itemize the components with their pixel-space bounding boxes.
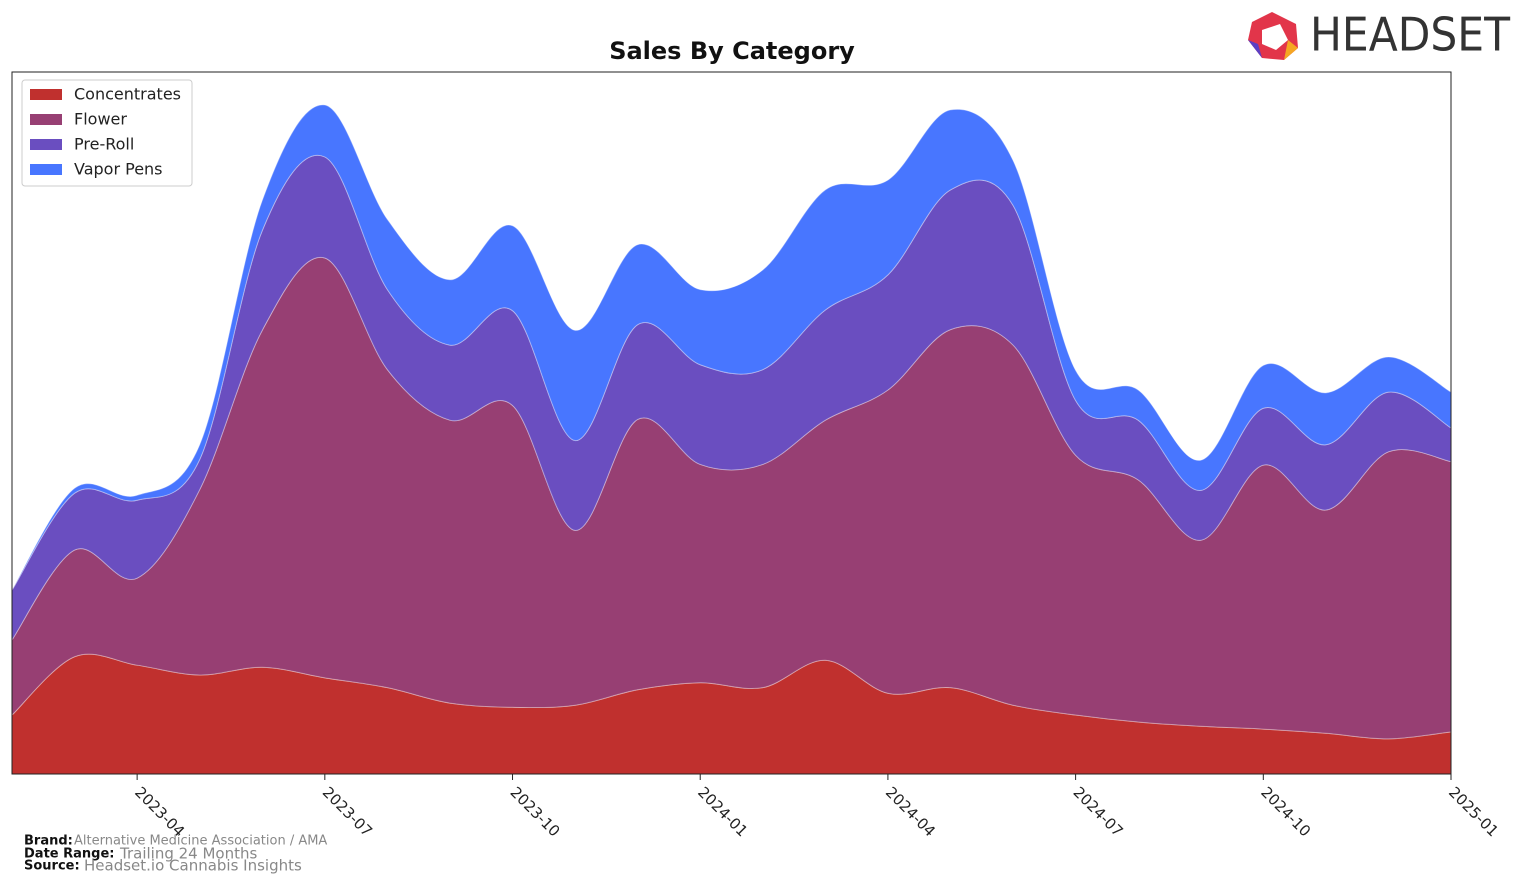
legend-swatch [30, 114, 62, 125]
legend-label: Flower [74, 110, 127, 129]
legend-label: Vapor Pens [74, 160, 163, 179]
footer-label: Brand: [24, 834, 73, 849]
logo: HEADSET [1248, 8, 1511, 62]
legend: Concentrates Flower Pre-Roll Vapor Pens [21, 79, 193, 187]
plot-frame [11, 71, 1452, 775]
footer-value: Headset.io Cannabis Insights [84, 857, 302, 875]
footer-value: Alternative Medicine Association / AMA [74, 834, 327, 849]
legend-swatch [30, 164, 62, 175]
legend-swatch [30, 89, 62, 100]
legend-label: Concentrates [74, 85, 181, 104]
legend-box [21, 79, 193, 187]
logo-mark-inner [1262, 24, 1288, 50]
logo-mark-accent [1248, 40, 1262, 58]
plot-area [11, 104, 1452, 775]
chart-title: Sales By Category [609, 37, 855, 65]
logo-mark-accent [1284, 40, 1298, 60]
footer-label: Source: [24, 859, 80, 874]
legend-label: Pre-Roll [74, 135, 134, 154]
legend-swatch [30, 139, 62, 150]
footer-value: Trailing 24 Months [119, 845, 257, 863]
footer-label: Date Range: [24, 847, 114, 862]
logo-text: HEADSET [1310, 8, 1511, 62]
footer: Brand: Alternative Medicine Association … [24, 834, 327, 875]
